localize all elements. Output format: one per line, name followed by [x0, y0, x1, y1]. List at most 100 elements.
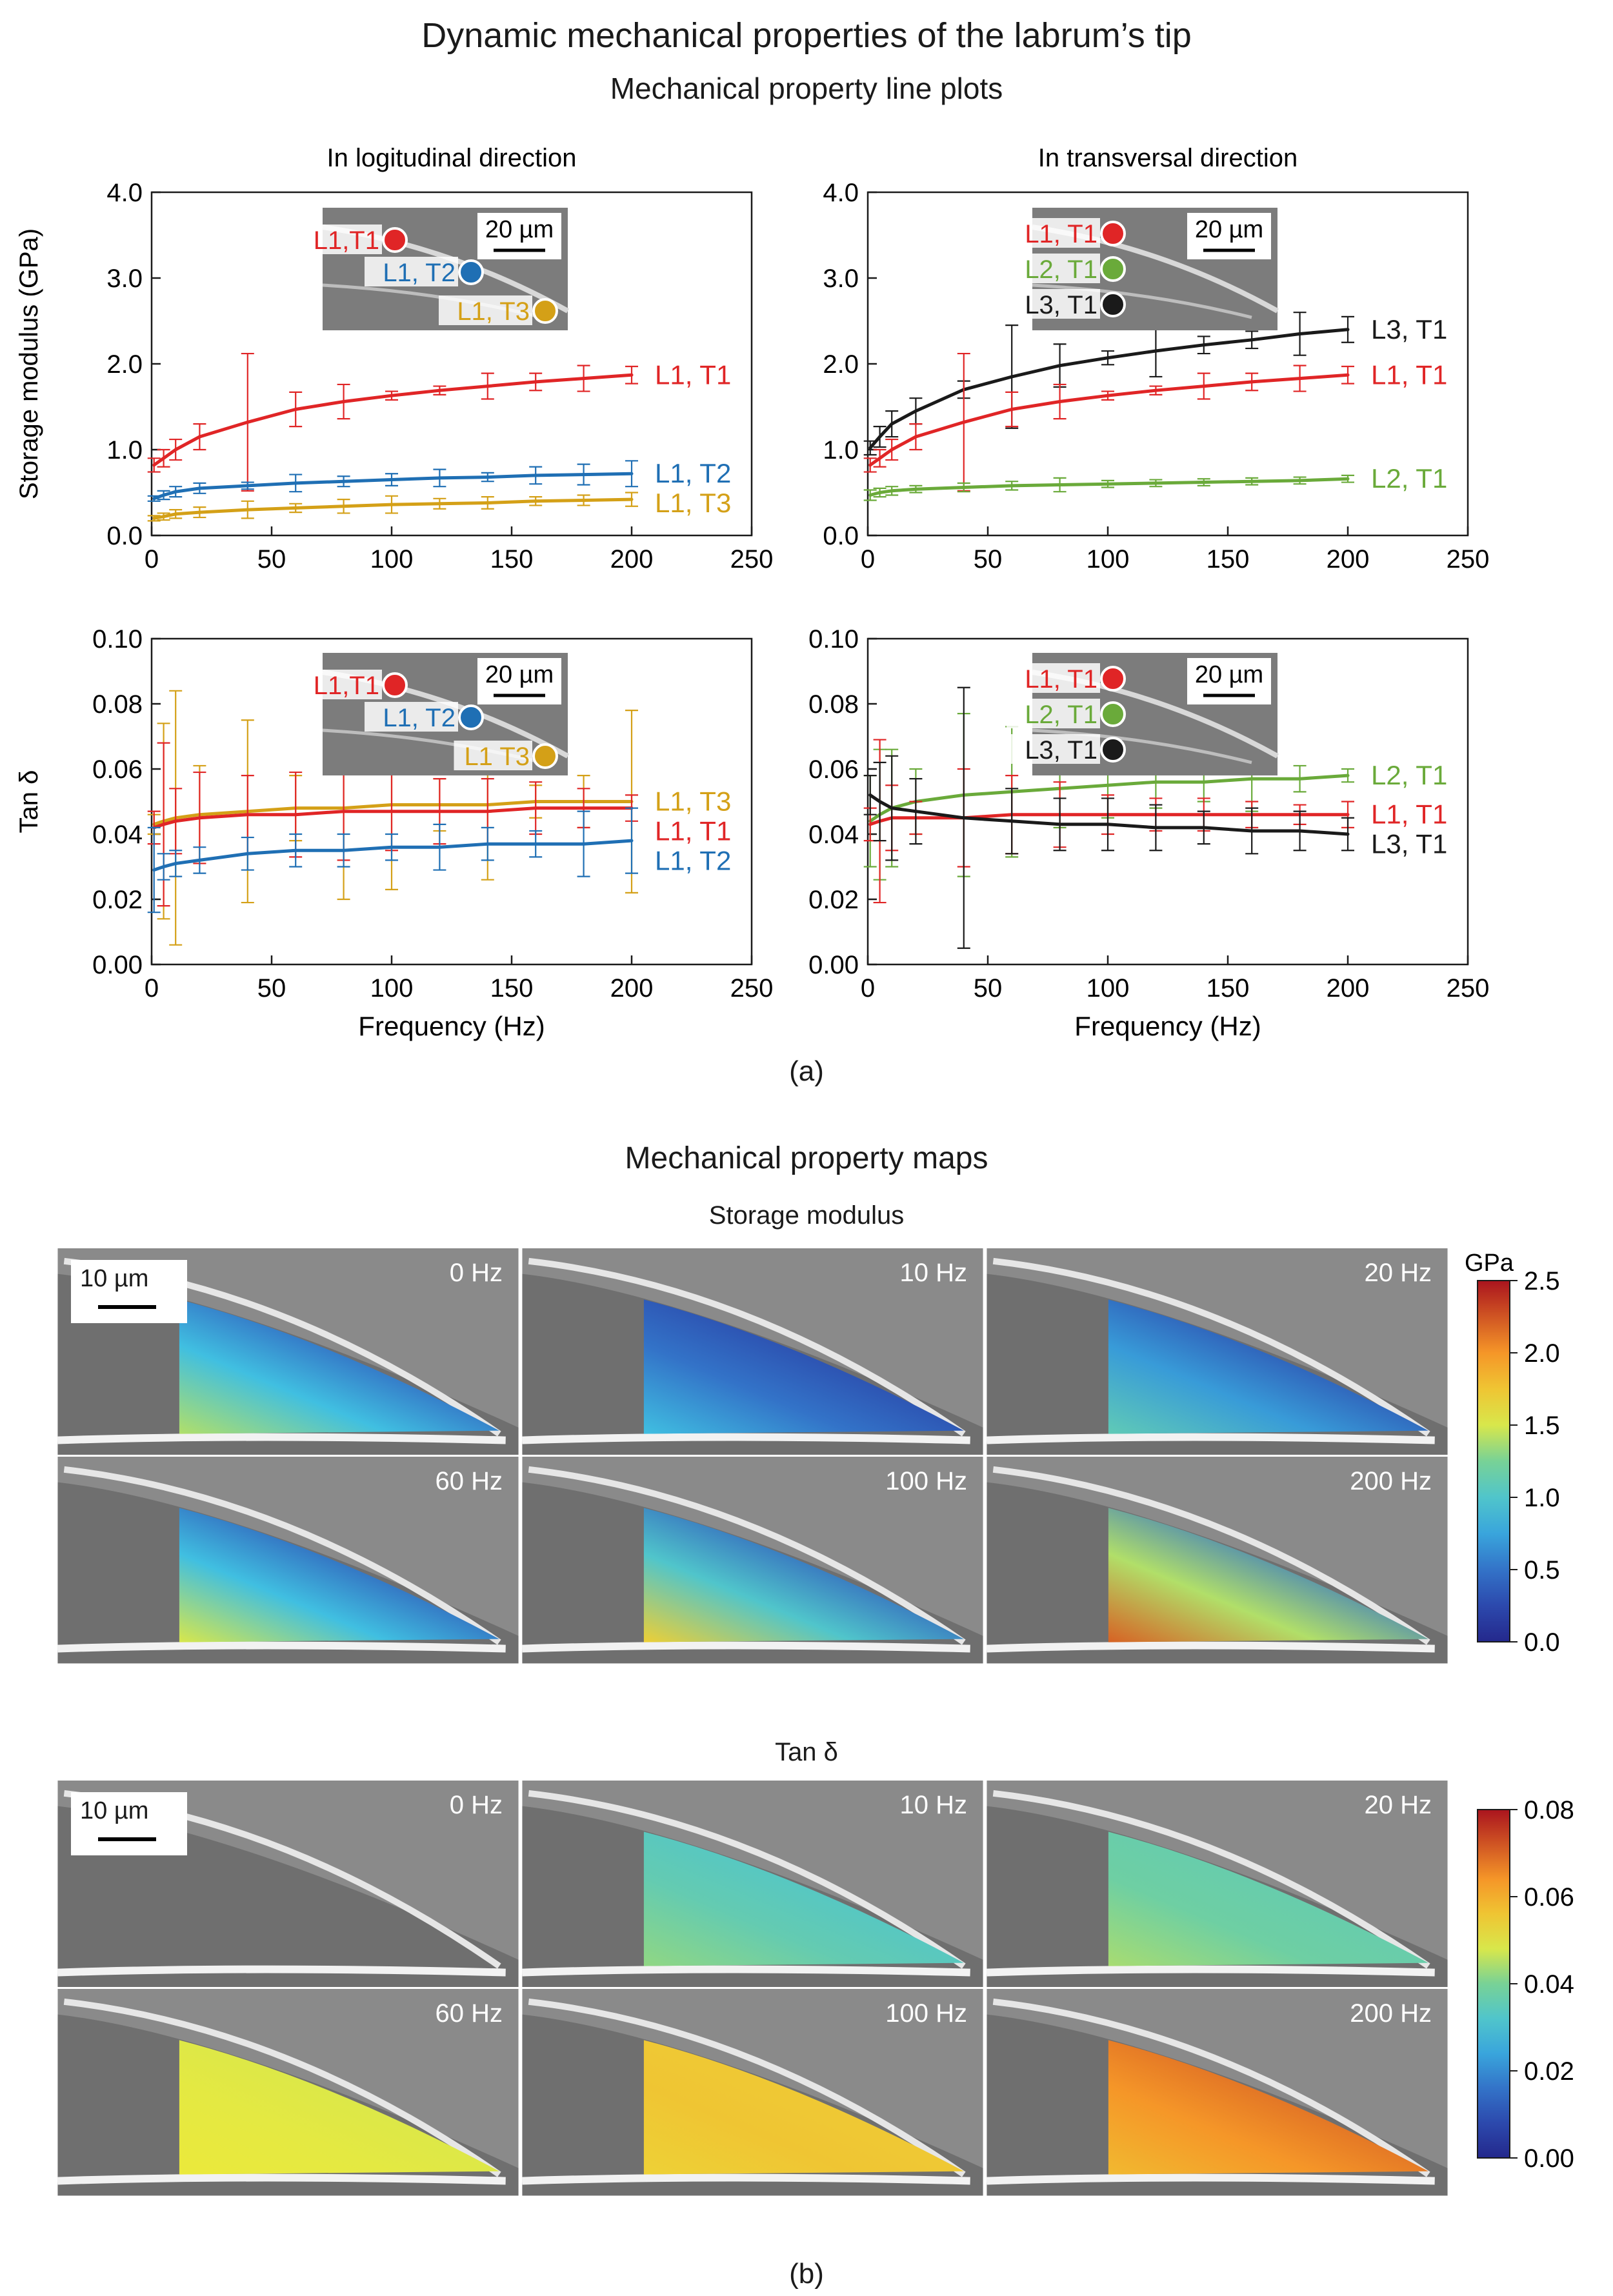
series-l2-t1	[863, 474, 1354, 501]
map-tile: 100 Hz	[521, 1457, 984, 1664]
frequency-label: 20 Hz	[1364, 1259, 1432, 1287]
y-tick-label: 0.00	[92, 951, 143, 979]
x-axis-label: Frequency (Hz)	[358, 1011, 545, 1041]
x-tick-label: 150	[490, 974, 534, 1003]
inset-label-bg	[1007, 289, 1100, 319]
series-end-label: L1, T3	[655, 786, 731, 817]
fit-line	[153, 806, 632, 830]
labrum-base	[57, 1641, 506, 1653]
series-end-label: L3, T1	[1371, 829, 1447, 859]
labrum-base	[987, 1433, 1435, 1444]
x-tick-label: 0	[861, 545, 875, 574]
map-scale-bar: 10 µm	[71, 1792, 187, 1855]
panel-a-label: (a)	[789, 1055, 824, 1087]
y-tick-label: 2.0	[106, 350, 143, 379]
colorbar-tick-label: 0.0	[1524, 1628, 1560, 1657]
y-tick-label: 0.00	[808, 951, 859, 979]
y-tick-label: 0.02	[92, 886, 143, 914]
x-axis-label: Frequency (Hz)	[1074, 1011, 1261, 1041]
frequency-label: 0 Hz	[449, 1791, 503, 1819]
chart-tan-transversal: 0 50 100 150 200 250 0.00 0.02 0.04 0.06 0.08 0.10 F…	[808, 625, 1489, 1041]
series-l3-t1	[863, 312, 1354, 456]
map-tile: 60 Hz	[57, 1989, 519, 2196]
labrum-edge	[992, 1257, 1430, 1437]
fit-line	[153, 839, 632, 872]
colorbar-tick-label: 0.08	[1524, 1796, 1574, 1824]
y-tick-label: 0.08	[92, 690, 143, 719]
inset-scale-label: 20 µm	[485, 661, 554, 688]
inset-location-label: L2, T1	[1025, 701, 1097, 729]
panel-title: In transversal direction	[1038, 144, 1297, 172]
series-end-label: L2, T1	[1371, 760, 1447, 790]
labrum-edge	[528, 1466, 966, 1646]
inset-label-bg	[1007, 254, 1100, 283]
x-tick-label: 50	[257, 545, 286, 574]
inset-label-bg	[303, 225, 382, 254]
x-tick-label: 150	[1207, 545, 1250, 574]
frequency-label: 60 Hz	[435, 1999, 503, 2028]
labrum-edge	[528, 1999, 966, 2178]
y-tick-label: 3.0	[823, 265, 859, 293]
map-tile: 200 Hz	[986, 1989, 1448, 2196]
tan-map-title: Tan δ	[775, 1738, 838, 1766]
location-marker	[382, 672, 408, 698]
inset-label-bg	[454, 741, 532, 770]
y-tick-label: 1.0	[106, 436, 143, 464]
series-end-label: L1, T2	[655, 846, 731, 876]
labrum-base	[987, 2173, 1435, 2185]
map-scale-line	[98, 1837, 156, 1841]
frequency-label: 10 Hz	[899, 1791, 968, 1819]
property-field	[1108, 2040, 1428, 2175]
y-axis-label: Tan δ	[15, 770, 43, 834]
frequency-label: 100 Hz	[885, 1999, 967, 2028]
frequency-label: 0 Hz	[449, 1259, 503, 1287]
panel-b-label: (b)	[789, 2258, 824, 2290]
x-tick-label: 250	[730, 545, 774, 574]
series-l3-t1	[863, 686, 1354, 949]
property-field	[643, 2040, 964, 2175]
maps-title: Mechanical property maps	[625, 1141, 988, 1175]
colorbar-tick-label: 0.00	[1524, 2144, 1574, 2173]
x-tick-label: 200	[1327, 974, 1370, 1003]
x-tick-label: 100	[1087, 974, 1130, 1003]
colorbar-tick-label: 0.5	[1524, 1556, 1560, 1584]
y-tick-label: 0.04	[92, 821, 143, 849]
tan-delta-map-grid: 0 Hz 10 µm 10 Hz 20 Hz 60 Hz 100 Hz 200 Hz	[57, 1781, 1450, 2198]
property-field	[643, 1508, 964, 1642]
series-end-label: L1, T1	[655, 816, 731, 846]
fit-line	[153, 373, 632, 466]
inset-location-label: L1, T1	[1025, 665, 1097, 694]
inset-label-bg	[365, 702, 458, 732]
frequency-label: 20 Hz	[1364, 1791, 1432, 1819]
fit-line	[869, 373, 1348, 466]
inset-location-label: L1, T2	[383, 259, 456, 287]
frequency-label: 10 Hz	[899, 1259, 968, 1287]
storage-map-title: Storage modulus	[708, 1201, 905, 1230]
series-end-label: L1, T1	[655, 359, 731, 390]
property-field	[643, 1299, 964, 1434]
x-tick-label: 100	[1087, 545, 1130, 574]
map-tile: 10 Hz	[521, 1781, 984, 1988]
colorbar-gradient	[1477, 1280, 1510, 1642]
inset-label-bg	[303, 670, 382, 699]
fit-line	[870, 477, 1348, 497]
colorbar-tick-label: 2.5	[1524, 1267, 1560, 1295]
inset-scale-label: 20 µm	[1195, 661, 1263, 688]
y-tick-label: 0.0	[106, 522, 143, 550]
fit-line	[869, 794, 1348, 836]
map-tile: 0 Hz 10 µm	[57, 1781, 519, 1988]
figure-title: Dynamic mechanical properties of the lab…	[421, 16, 1192, 55]
frequency-label: 60 Hz	[435, 1467, 503, 1496]
map-scale-line	[98, 1305, 156, 1309]
labrum-edge	[992, 1790, 1430, 1969]
y-tick-label: 0.06	[92, 755, 143, 784]
inset-location-label: L3, T1	[1025, 736, 1097, 764]
property-field	[1108, 1299, 1428, 1434]
inset-edge	[1032, 283, 1252, 319]
location-marker	[1100, 221, 1126, 246]
x-tick-label: 50	[257, 974, 286, 1003]
property-field	[1108, 1832, 1428, 1966]
line-plots-title: Mechanical property line plots	[610, 72, 1003, 105]
x-tick-label: 0	[861, 974, 875, 1003]
